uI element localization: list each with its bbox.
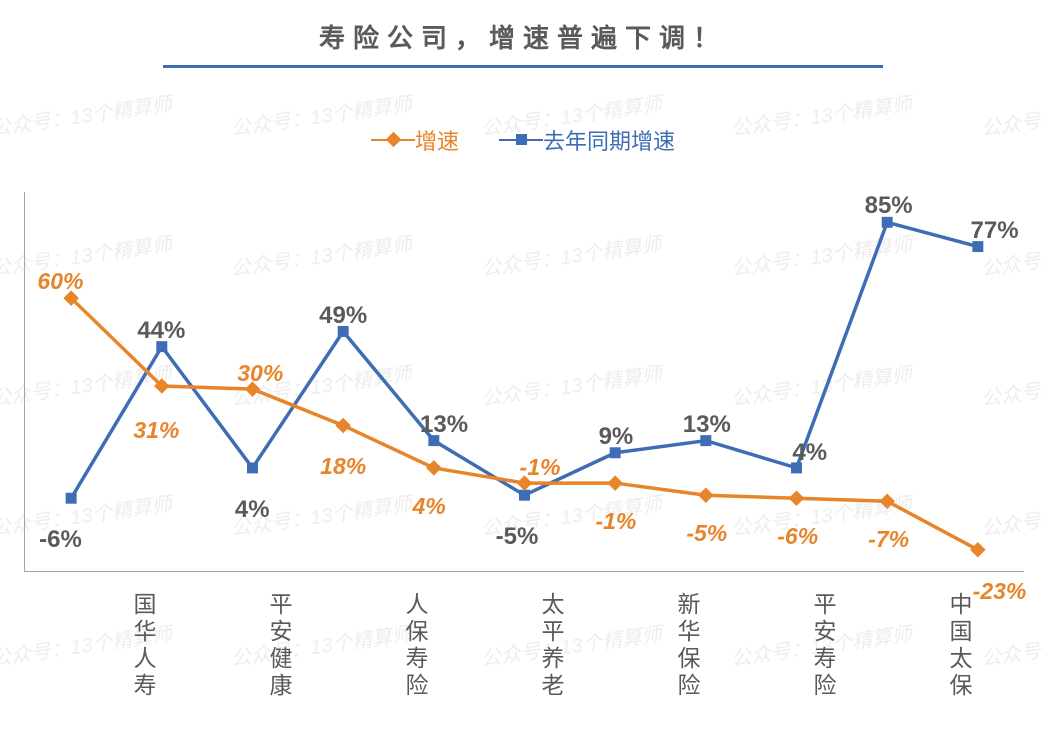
legend-item-growth: 增速	[371, 124, 459, 156]
legend-marker-diamond	[371, 139, 415, 141]
data-label: 4%	[792, 439, 827, 467]
data-label: 44%	[137, 317, 185, 345]
plot-area: 60%31%30%18%4%-1%-1%-5%-6%-7%-23%-6%44%4…	[24, 192, 1024, 572]
legend-marker-square	[499, 139, 543, 141]
data-label: -5%	[496, 523, 539, 551]
xaxis-label: 人保寿险	[296, 584, 432, 700]
data-label: 4%	[235, 496, 270, 524]
data-label: -1%	[595, 508, 636, 535]
data-label: -6%	[39, 526, 82, 554]
data-label: -6%	[777, 523, 818, 550]
title-underline	[163, 65, 883, 68]
data-label: 31%	[133, 417, 179, 444]
xaxis-label: 平安健康	[160, 584, 296, 700]
legend-label: 去年同期增速	[543, 124, 675, 156]
data-label: 60%	[37, 268, 83, 295]
chart-container: 公众号：13个精算师 公众号：13个精算师 公众号：13个精算师 公众号：13个…	[0, 0, 1046, 736]
data-label: -5%	[686, 520, 727, 547]
chart-svg	[25, 192, 1024, 571]
legend-label: 增速	[415, 124, 459, 156]
xaxis-label: 中国太保	[840, 584, 976, 700]
xaxis-label: 国华人寿	[24, 584, 160, 700]
xaxis-label: 中国人寿	[976, 584, 1046, 700]
data-label: -7%	[868, 526, 909, 553]
xaxis-label: 平安寿险	[704, 584, 840, 700]
chart-title: 寿险公司，增速普遍下调！	[0, 0, 1046, 55]
x-axis: 国华人寿平安健康人保寿险太平养老新华保险平安寿险中国太保中国人寿太平人寿人保健康…	[24, 584, 1024, 700]
data-label: 30%	[237, 360, 283, 387]
data-label: 85%	[865, 192, 913, 220]
data-label: 4%	[412, 493, 445, 520]
data-label: 49%	[319, 302, 367, 330]
legend-item-lastyear: 去年同期增速	[499, 124, 675, 156]
data-label: 13%	[420, 411, 468, 439]
data-label: 9%	[599, 423, 634, 451]
xaxis-label: 太平养老	[432, 584, 568, 700]
xaxis-label: 新华保险	[568, 584, 704, 700]
data-label: 77%	[971, 217, 1019, 245]
data-label: 18%	[320, 453, 366, 480]
data-label: -1%	[520, 454, 561, 481]
data-label: 13%	[683, 411, 731, 439]
legend: 增速 去年同期增速	[0, 124, 1046, 156]
